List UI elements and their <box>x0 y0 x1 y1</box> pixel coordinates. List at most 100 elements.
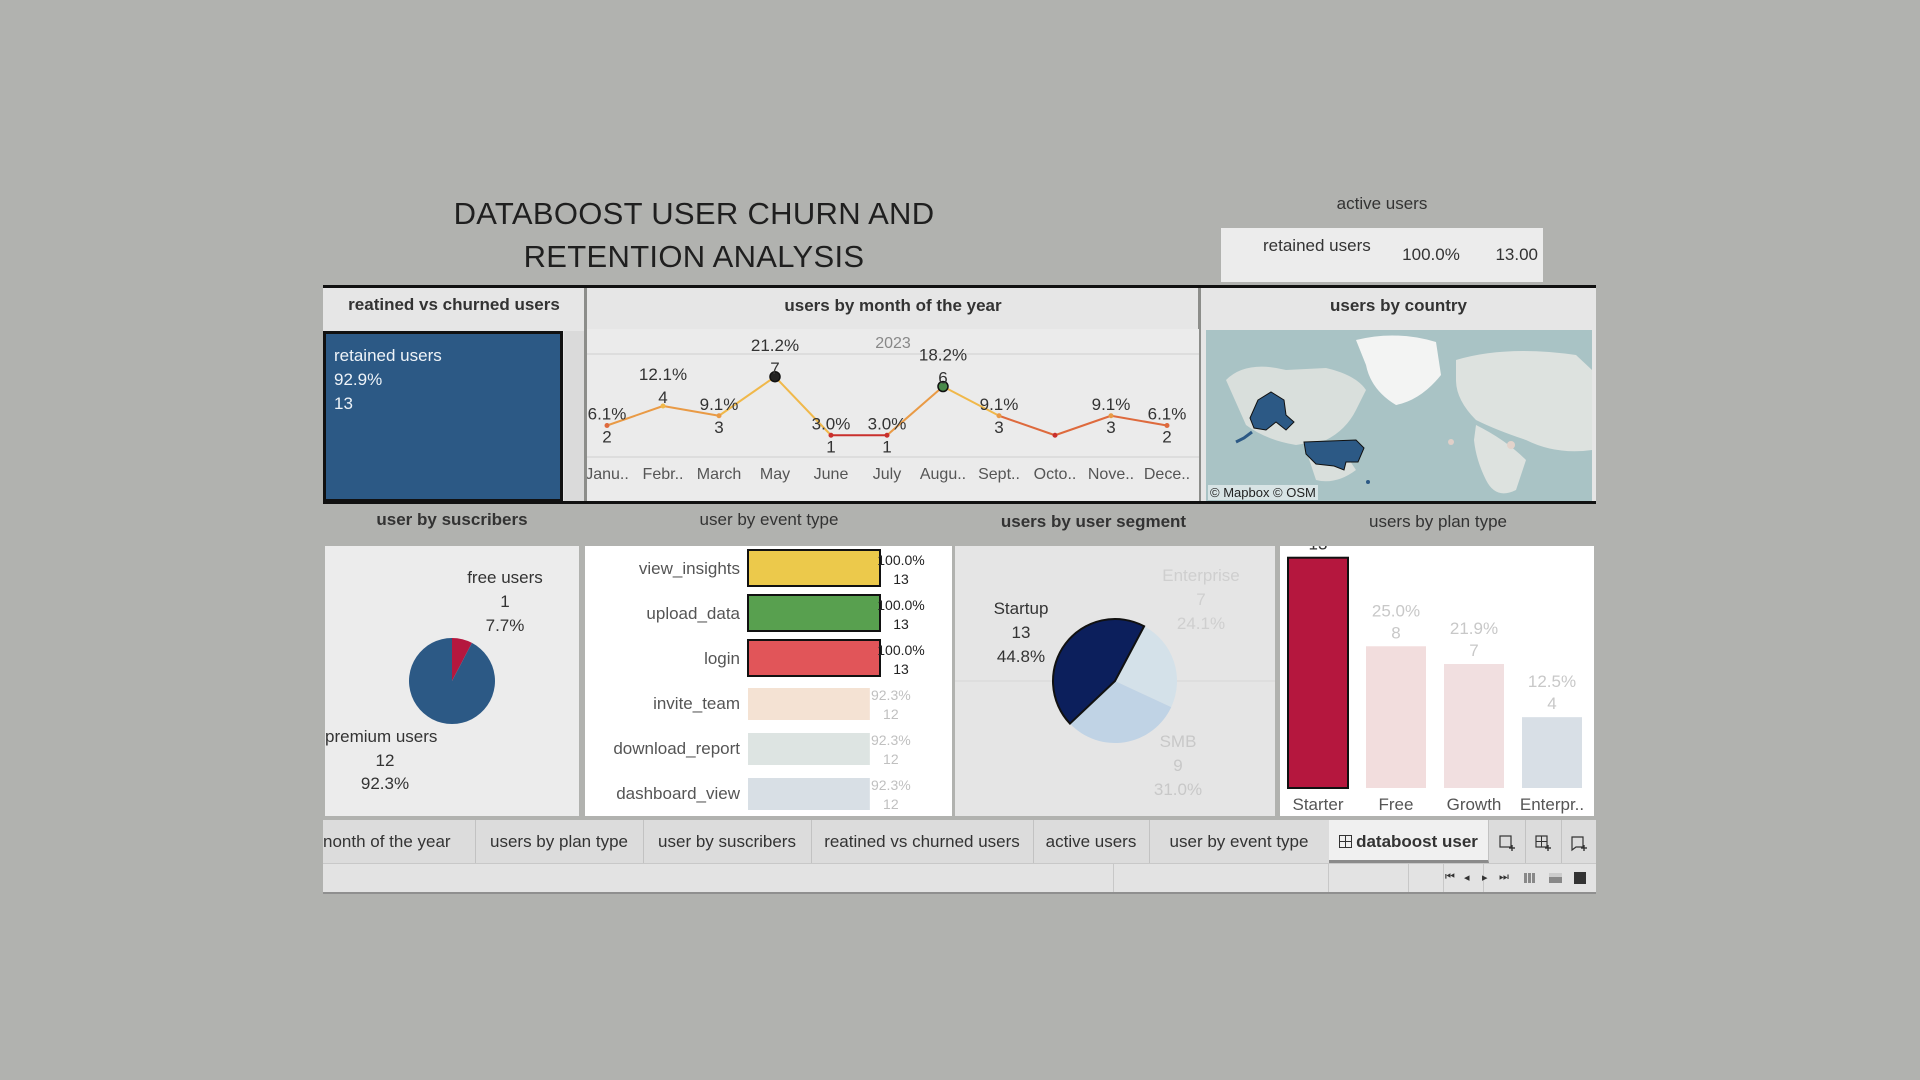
tab-month-of-the-year[interactable]: nonth of the year <box>323 820 476 863</box>
month-axis-label: Augu.. <box>920 466 966 483</box>
last-icon[interactable]: ⏭ <box>1499 871 1509 883</box>
month-point[interactable] <box>1052 432 1058 438</box>
month-percent-label: 3.0% <box>868 414 907 433</box>
segment-card[interactable]: Startup 13 44.8% Enterprise 7 24.1% SMB 9 31.0% <box>955 546 1275 816</box>
sheet-tabs-bar: nonth of the year users by plan type use… <box>323 820 1596 863</box>
retained-count: 13 <box>334 394 353 413</box>
month-point[interactable] <box>937 380 949 393</box>
premium-users-count: 12 <box>376 751 395 770</box>
new-worksheet-icon[interactable] <box>1489 820 1526 863</box>
plan-bar[interactable] <box>1444 664 1504 788</box>
event-percent-label: 92.3% <box>871 777 911 793</box>
subscribers-card[interactable]: free users 1 7.7% premium users 12 92.3% <box>325 546 579 816</box>
tabs-view-icon[interactable] <box>1574 872 1586 884</box>
status-divider <box>1408 864 1409 894</box>
month-chart-bg <box>587 329 1199 501</box>
free-users-percent: 7.7% <box>486 616 525 635</box>
event-card[interactable]: view_insights 100.0% 13 upload_data 100.0% 13… <box>585 546 952 816</box>
month-axis-label: Febr.. <box>643 466 684 483</box>
next-icon[interactable]: ▸ <box>1482 872 1488 884</box>
pie-slice-free-users[interactable] <box>452 638 472 681</box>
event-bar[interactable] <box>747 639 881 677</box>
plan-count-label: 13 <box>1309 546 1328 554</box>
filmstrip-view-icon[interactable] <box>1549 873 1562 883</box>
plan-bar[interactable] <box>1287 556 1349 790</box>
segment-panel-title: users by user segment <box>1000 512 1187 531</box>
pie-slice-smb[interactable] <box>1069 681 1172 743</box>
segment-pie-chart: Startup 13 44.8% Enterprise 7 24.1% SMB 9 31.0% <box>955 566 1275 799</box>
active-users-card[interactable]: retained users 100.0% 13.00 <box>1221 228 1543 282</box>
tab-user-by-event-type[interactable]: user by event type <box>1149 820 1330 863</box>
plan-percent-label: 12.5% <box>1528 672 1576 691</box>
event-bar[interactable] <box>748 688 870 720</box>
plan-bar[interactable] <box>1522 717 1582 788</box>
month-percent-label: 6.1% <box>1148 405 1187 424</box>
event-count-label: 13 <box>893 571 909 587</box>
event-category-label: download_report <box>613 739 740 758</box>
month-axis-label: Janu.. <box>587 466 629 483</box>
free-users-label: free users <box>467 568 543 587</box>
month-point[interactable] <box>604 423 610 428</box>
event-category-label: upload_data <box>646 604 740 623</box>
tab-reatined-vs-churned[interactable]: reatined vs churned users <box>811 820 1034 863</box>
pie-slice-startup[interactable] <box>1052 618 1146 725</box>
first-icon[interactable]: ⏮ <box>1445 871 1455 883</box>
tab-users-by-plan-type[interactable]: users by plan type <box>475 820 644 863</box>
new-dashboard-icon[interactable] <box>1525 820 1562 863</box>
month-point[interactable] <box>660 403 666 409</box>
country-map[interactable]: © Mapbox © OSM <box>1206 330 1592 501</box>
grid-view-icon[interactable] <box>1524 873 1536 883</box>
month-count-label: 1 <box>882 437 891 456</box>
month-percent-label: 9.1% <box>980 395 1019 414</box>
month-count-label: 6 <box>938 369 947 388</box>
divider-middle <box>323 501 1596 504</box>
month-line-segment <box>1110 414 1168 427</box>
event-bar[interactable] <box>748 733 870 765</box>
status-divider <box>1113 864 1114 894</box>
month-point[interactable] <box>1164 423 1170 428</box>
event-percent-label: 100.0% <box>877 597 924 613</box>
tab-databoost-user[interactable]: databoost user <box>1329 820 1489 863</box>
status-divider <box>1483 864 1484 894</box>
event-bar[interactable] <box>747 549 881 587</box>
event-bar[interactable] <box>747 594 881 632</box>
segment-enterprise-label: Enterprise <box>1162 566 1239 585</box>
segment-smb-count: 9 <box>1173 756 1182 775</box>
month-point[interactable] <box>716 413 722 419</box>
month-axis-label: March <box>697 466 741 483</box>
pie-slice-enterprise[interactable] <box>1115 626 1177 708</box>
month-year-header: 2023 <box>875 335 911 352</box>
event-bar[interactable] <box>748 778 870 810</box>
month-count-label: 2 <box>1162 428 1171 447</box>
month-percent-label: 18.2% <box>919 346 967 365</box>
plan-percent-label: 21.9% <box>1450 619 1498 638</box>
country-panel-title: users by country <box>1330 296 1467 315</box>
plan-count-label: 8 <box>1391 623 1400 642</box>
plan-category-label: Starter <box>1292 795 1343 814</box>
month-line-segment <box>1054 414 1112 437</box>
month-percent-label: 6.1% <box>588 405 627 424</box>
tab-active-users[interactable]: active users <box>1033 820 1150 863</box>
event-category-label: login <box>704 649 740 668</box>
month-point[interactable] <box>1108 413 1114 419</box>
separator <box>1198 288 1201 501</box>
month-line-segment <box>998 414 1056 437</box>
retained-box[interactable]: retained users 92.9% 13 <box>326 334 560 499</box>
plan-card[interactable]: 40.6%13Starter25.0%8Free21.9%7Growth12.5… <box>1280 513 1594 816</box>
month-percent-label: 9.1% <box>700 395 739 414</box>
new-story-icon[interactable] <box>1561 820 1596 863</box>
month-point[interactable] <box>996 413 1002 419</box>
subscribers-panel-title: user by suscribers <box>376 510 528 529</box>
month-point[interactable] <box>769 371 781 383</box>
month-chart[interactable]: 2023 6.1% 2 Janu.. 12.1% 4 Febr.. 9.1% 3 March 21.… <box>585 329 1199 501</box>
plan-bar[interactable] <box>1366 646 1426 788</box>
month-point[interactable] <box>828 432 834 438</box>
month-count-label: 2 <box>602 428 611 447</box>
premium-users-label: premium users <box>325 727 437 746</box>
prev-icon[interactable]: ◂ <box>1464 872 1470 884</box>
pie-slice-premium-users[interactable] <box>409 638 495 724</box>
month-point[interactable] <box>884 432 890 438</box>
month-axis-label: May <box>760 466 790 483</box>
segment-startup-percent: 44.8% <box>997 647 1045 666</box>
tab-user-by-suscribers[interactable]: user by suscribers <box>643 820 812 863</box>
